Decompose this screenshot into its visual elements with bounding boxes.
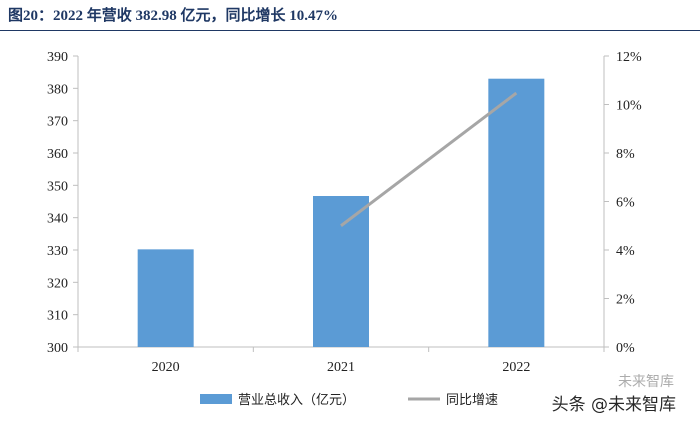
x-tick-label: 2021 [327, 360, 355, 375]
y-left-tick-label: 340 [47, 212, 68, 227]
title-underline [0, 30, 700, 31]
chart-title: 图20：2022 年营收 382.98 亿元，同比增长 10.47% [8, 8, 339, 24]
y-left-tick-label: 320 [47, 276, 68, 291]
y-left-tick-label: 310 [47, 309, 68, 324]
x-tick-label: 2020 [152, 360, 180, 375]
y-right-tick-label: 0% [616, 341, 635, 356]
legend-label-growth: 同比增速 [446, 393, 498, 408]
y-right-tick-label: 10% [616, 99, 642, 114]
x-tick-label: 2022 [502, 360, 530, 375]
bar-revenue-2020 [137, 249, 194, 347]
y-right-tick-label: 4% [616, 244, 635, 259]
y-right-tick-label: 8% [616, 147, 635, 162]
y-right-tick-label: 2% [616, 293, 635, 308]
y-left-tick-label: 370 [47, 115, 68, 130]
y-left-tick-label: 330 [47, 244, 68, 259]
line-growth-rate [340, 91, 518, 227]
legend-swatch-revenue [200, 394, 232, 404]
bar-revenue-2022 [488, 78, 545, 347]
y-right-tick-label: 6% [616, 196, 635, 211]
y-left-tick-label: 300 [47, 341, 68, 356]
watermark-logo-text: 未来智库 [618, 374, 674, 390]
bar-revenue-2021 [313, 196, 369, 347]
y-left-tick-label: 350 [47, 179, 68, 194]
y-left-tick-label: 360 [47, 147, 68, 162]
y-left-tick-label: 390 [47, 50, 68, 65]
y-right-tick-label: 12% [616, 50, 642, 65]
legend-label-revenue: 营业总收入（亿元） [238, 393, 355, 408]
watermark-text: 头条 @未来智库 [551, 395, 676, 415]
y-left-tick-label: 380 [47, 82, 68, 97]
